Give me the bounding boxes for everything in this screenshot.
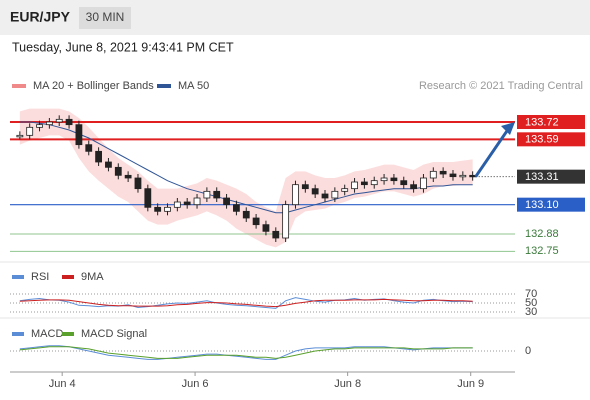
- candle: [272, 230, 280, 239]
- legend-label: 9MA: [81, 271, 104, 283]
- bollinger-band: [19, 108, 473, 248]
- candle: [459, 174, 467, 178]
- candle: [16, 134, 24, 138]
- legend-label: MA 20 + Bollinger Bands: [33, 80, 154, 92]
- forecast-arrowhead: [501, 122, 515, 135]
- candle: [193, 197, 201, 206]
- candle: [429, 170, 437, 179]
- candle: [321, 193, 329, 199]
- candle: [85, 144, 93, 152]
- candle: [301, 184, 309, 190]
- candle: [341, 188, 349, 192]
- candle: [252, 217, 260, 226]
- candle: [36, 124, 43, 128]
- level-box: [517, 197, 585, 212]
- series-line: [19, 298, 473, 308]
- series-line: [19, 297, 473, 309]
- candle: [134, 177, 142, 190]
- level-label: 133.31: [525, 171, 559, 183]
- legend-label: MACD: [31, 328, 63, 340]
- legend-swatch: [62, 275, 74, 279]
- level-label: 132.75: [525, 245, 559, 257]
- candle: [262, 224, 270, 232]
- legend-swatch: [12, 332, 24, 336]
- candle: [95, 150, 102, 163]
- x-tick-label: Jun 6: [182, 378, 209, 390]
- candle: [311, 188, 319, 195]
- candle: [390, 177, 398, 182]
- candle: [360, 181, 368, 186]
- candle: [400, 180, 408, 186]
- legend-label: RSI: [31, 271, 49, 283]
- x-tick-label: Jun 4: [49, 378, 76, 390]
- y-tick-label: 30: [525, 306, 537, 318]
- candle: [75, 124, 83, 146]
- x-tick-label: Jun 8: [334, 378, 361, 390]
- candle: [144, 188, 152, 208]
- candle: [439, 170, 447, 175]
- candle: [26, 126, 34, 136]
- y-tick-label: 70: [525, 288, 537, 300]
- level-label: 133.59: [525, 134, 559, 146]
- legend-swatch: [157, 84, 171, 88]
- x-tick-label: Jun 9: [457, 378, 484, 390]
- candle: [164, 206, 171, 212]
- level-label: 132.88: [525, 228, 559, 240]
- candle: [105, 161, 112, 168]
- candle: [420, 177, 427, 190]
- candle: [331, 190, 339, 199]
- candle: [410, 184, 418, 190]
- candle: [351, 181, 358, 190]
- level-box: [517, 115, 585, 129]
- ma50-line: [19, 121, 473, 214]
- legend-swatch: [62, 332, 74, 336]
- candle: [55, 118, 63, 123]
- candle: [282, 204, 290, 239]
- y-tick-label: 50: [525, 297, 537, 309]
- candle: [449, 173, 457, 178]
- level-box: [517, 132, 585, 147]
- candle: [45, 121, 53, 126]
- timeframe: 30 MIN: [86, 10, 125, 24]
- candle: [203, 190, 211, 199]
- candle: [380, 177, 388, 182]
- candle: [213, 190, 221, 199]
- y-tick-label: 0: [525, 345, 531, 357]
- forecast-arrow: [474, 127, 511, 178]
- timestamp: Tuesday, June 8, 2021 9:43:41 PM CET: [12, 40, 234, 54]
- level-label: 133.10: [525, 199, 559, 211]
- level-label: 133.72: [525, 116, 559, 128]
- candle: [242, 210, 250, 219]
- legend-swatch: [12, 275, 24, 279]
- legend-label: MA 50: [178, 80, 209, 92]
- candle: [233, 204, 240, 212]
- candle: [65, 118, 73, 126]
- candle: [124, 174, 132, 179]
- timeframe-box: [79, 7, 131, 29]
- credit: Research © 2021 Trading Central: [419, 80, 583, 92]
- legend-label: MACD Signal: [81, 328, 147, 340]
- candle: [370, 180, 378, 186]
- candle: [183, 201, 191, 206]
- candle: [223, 197, 230, 206]
- candle: [173, 201, 181, 208]
- candle: [114, 166, 122, 176]
- candle: [154, 206, 162, 212]
- symbol: EUR/JPY: [10, 9, 71, 25]
- series-line: [19, 346, 473, 359]
- legend-swatch: [12, 84, 26, 88]
- candle: [292, 184, 299, 206]
- level-box: [517, 169, 585, 184]
